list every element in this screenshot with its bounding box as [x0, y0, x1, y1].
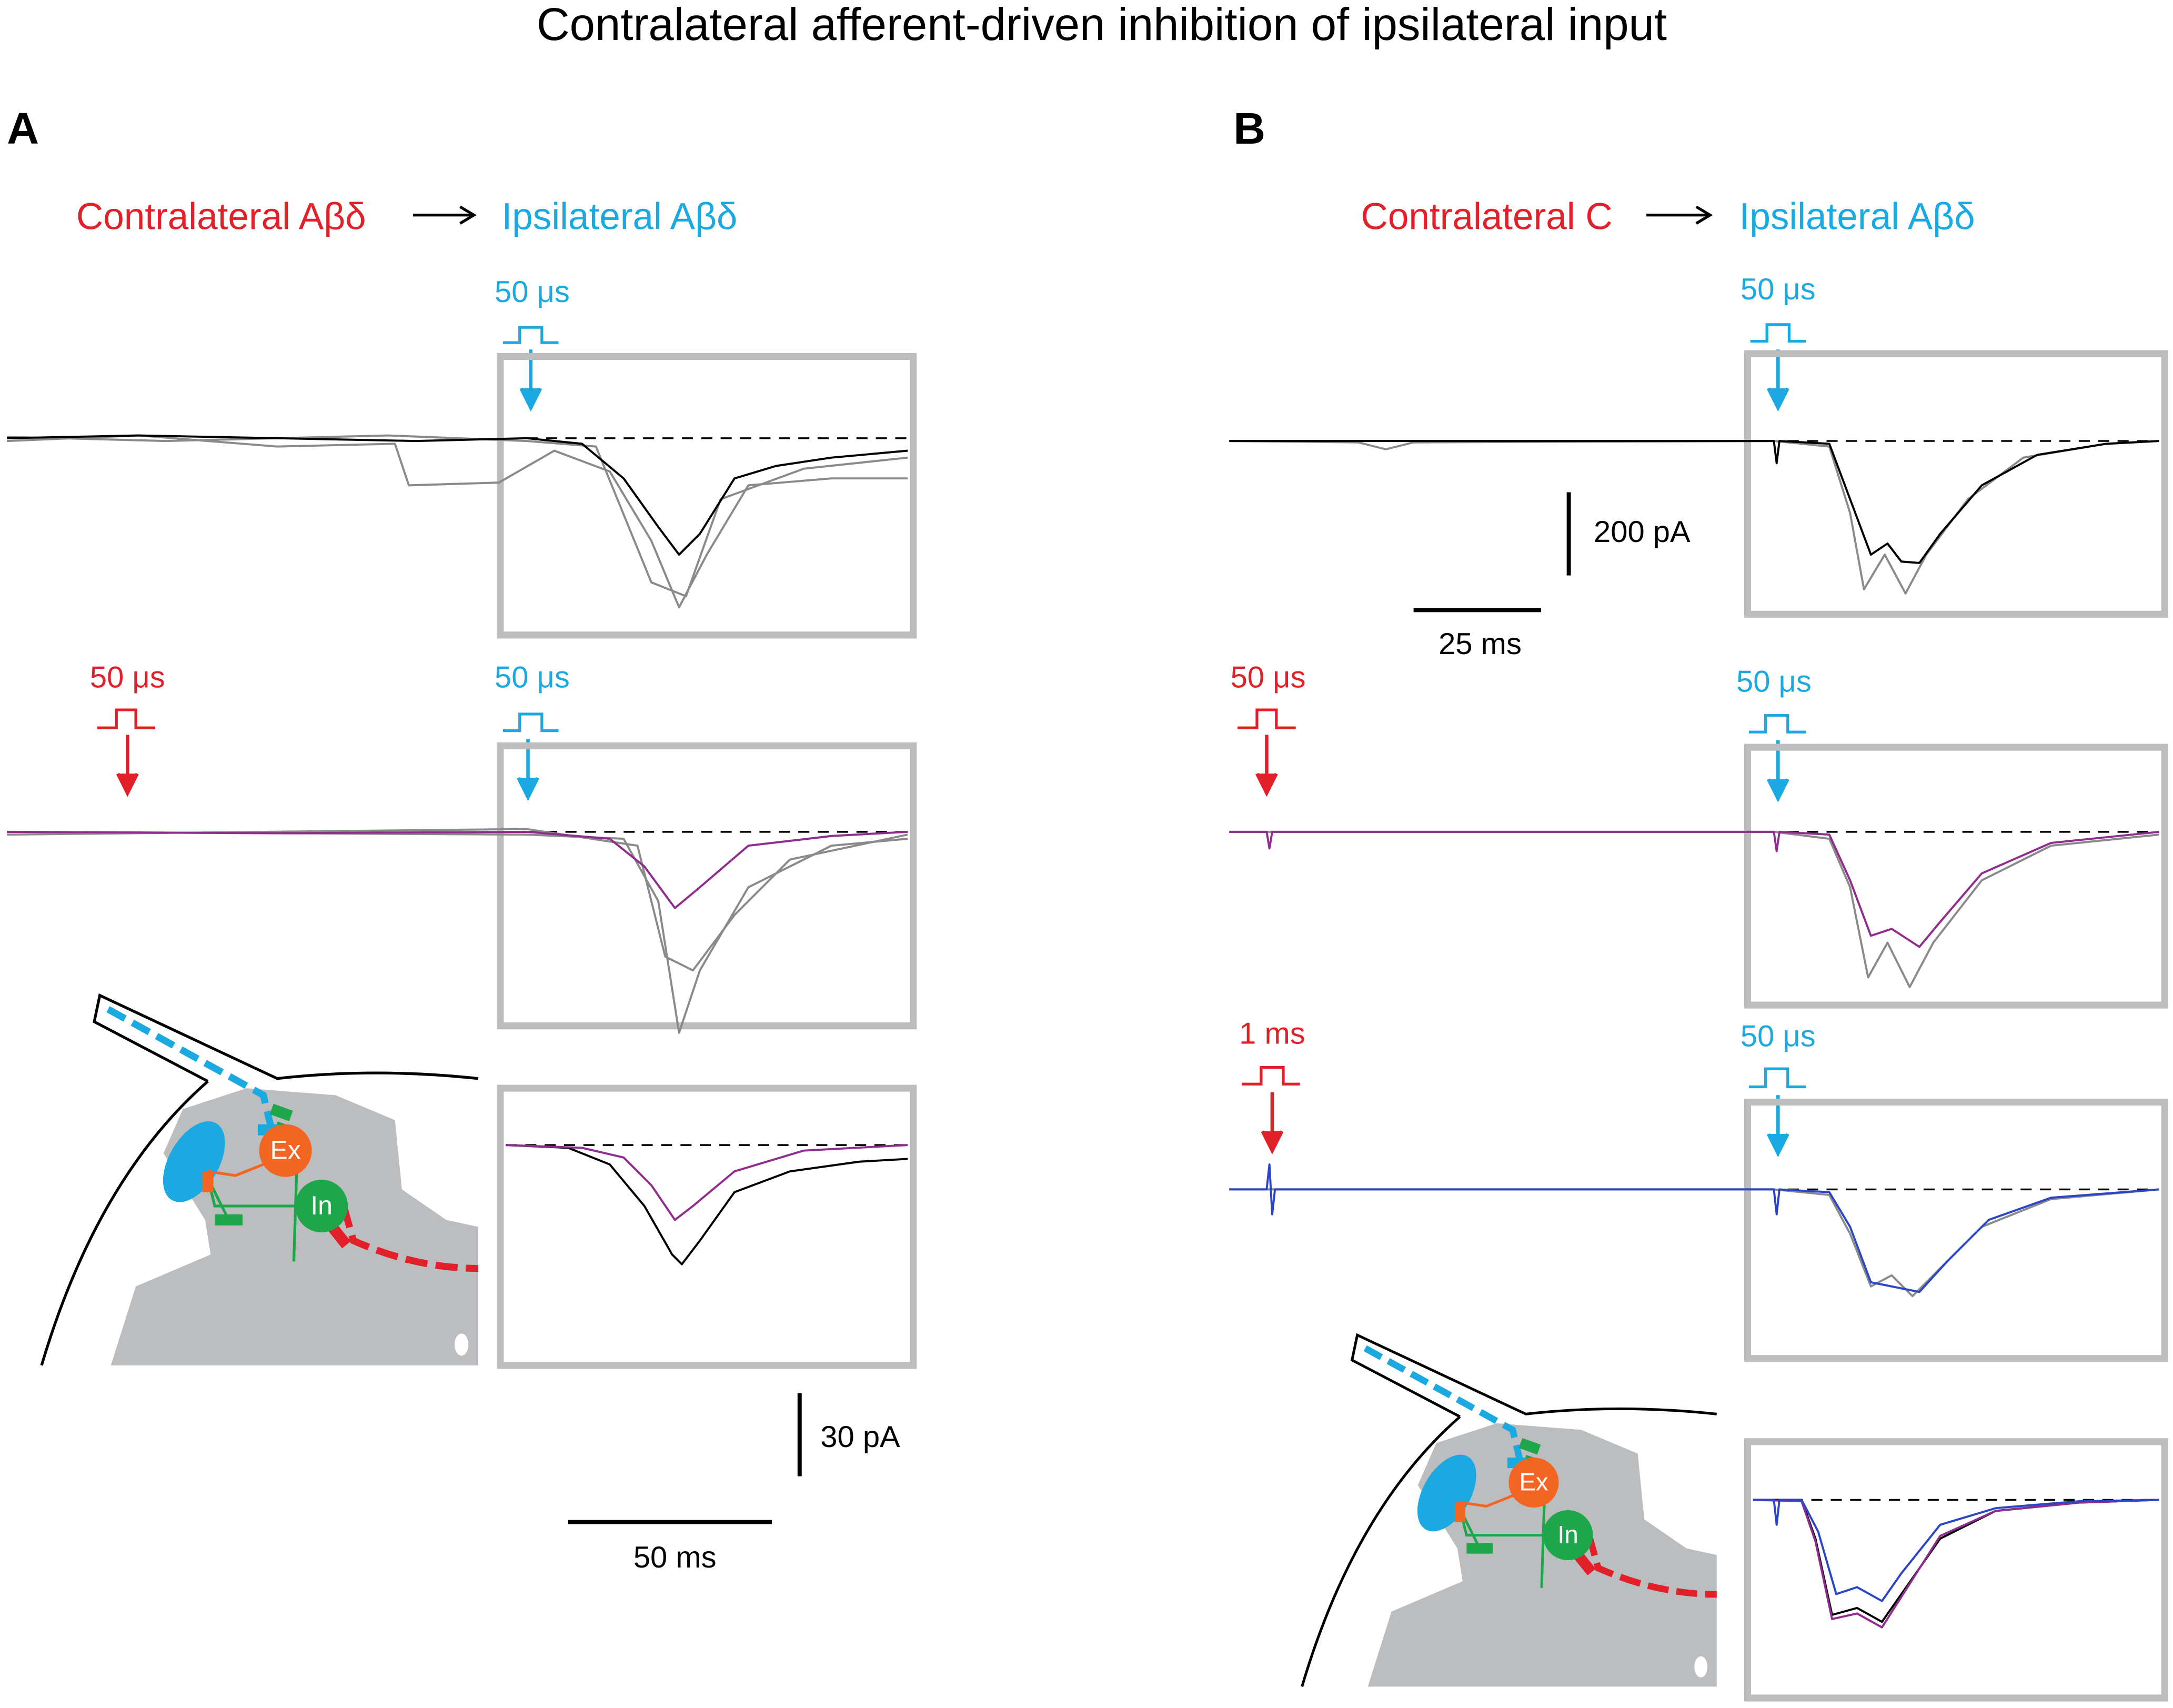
trace: [506, 1144, 908, 1265]
scale-time: 25 ms: [1438, 627, 1522, 661]
stim-pulse: [503, 712, 559, 732]
stim-pulse: [1238, 708, 1296, 729]
panel-label: B: [1233, 104, 1265, 153]
trace-box: [1744, 1438, 2168, 1702]
stim-pulse: [1750, 323, 1806, 343]
stim-arrow: [1766, 349, 1789, 412]
ex-label: Ex: [270, 1136, 300, 1165]
trace: [1229, 440, 2159, 564]
stim-label: 50 μs: [1741, 273, 1816, 306]
trace-box: [1744, 350, 2168, 618]
arrow: [413, 205, 477, 225]
stim-arrow: [116, 735, 139, 797]
trace: [7, 828, 908, 972]
trace: [7, 830, 908, 909]
trace: [1229, 830, 2159, 988]
schematic: Ex In: [1302, 1335, 1717, 1686]
schematic: Ex In: [42, 996, 478, 1365]
trace-box: [497, 742, 917, 1030]
condition-from: Contralateral Aβδ: [76, 196, 366, 237]
trace-box: [1744, 744, 2168, 1009]
condition-to: Ipsilateral Aβδ: [501, 196, 737, 237]
stim-label: 1 ms: [1239, 1017, 1305, 1050]
figure-title: Contralateral afferent-driven inhibition…: [537, 0, 1667, 50]
trace: [7, 434, 908, 609]
trace: [1753, 1499, 2159, 1623]
trace-box: [1744, 1098, 2168, 1362]
arrow: [1646, 205, 1713, 225]
trace: [506, 1144, 908, 1221]
scale-current: 30 pA: [820, 1420, 900, 1454]
trace-box: [497, 1084, 917, 1369]
panel-label: A: [7, 104, 39, 153]
stim-pulse: [1242, 1066, 1300, 1086]
trace: [7, 830, 908, 1034]
trace: [7, 434, 908, 598]
ex-label: Ex: [1519, 1469, 1548, 1496]
stim-pulse: [1749, 714, 1806, 734]
condition-from: Contralateral C: [1361, 196, 1613, 237]
trace: [1753, 1499, 2159, 1629]
stim-pulse: [1749, 1067, 1806, 1089]
stim-label: 50 μs: [495, 660, 570, 694]
trace-box: [497, 353, 917, 639]
stim-label: 50 μs: [1231, 660, 1306, 694]
stim-label: 50 μs: [495, 275, 570, 309]
trace: [7, 434, 908, 556]
stim-label: 50 μs: [1736, 665, 1812, 698]
stim-pulse: [503, 326, 559, 344]
stim-pulse: [97, 708, 155, 729]
condition-to: Ipsilateral Aβδ: [1739, 196, 1975, 237]
scale-current: 200 pA: [1594, 515, 1691, 549]
trace: [1229, 1188, 2159, 1298]
trace: [1229, 1163, 2159, 1293]
trace: [1229, 830, 2159, 948]
stim-arrow: [1261, 1092, 1284, 1155]
scale-time: 50 ms: [633, 1541, 717, 1574]
stim-arrow: [1255, 735, 1278, 797]
trace: [1753, 1499, 2159, 1602]
stim-label: 50 μs: [1741, 1020, 1816, 1053]
stim-label: 50 μs: [90, 660, 165, 694]
in-label: In: [310, 1191, 333, 1220]
in-label: In: [1557, 1521, 1578, 1549]
